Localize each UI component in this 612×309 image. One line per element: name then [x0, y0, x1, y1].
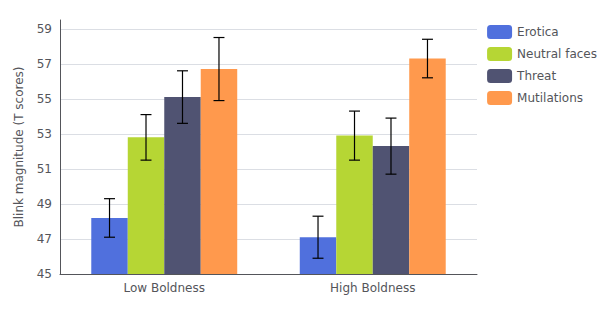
svg-text:Threat: Threat: [516, 69, 556, 83]
svg-text:49: 49: [37, 197, 52, 211]
svg-text:High Boldness: High Boldness: [330, 281, 415, 295]
svg-text:55: 55: [37, 92, 52, 106]
svg-text:Blink magnitude (T scores): Blink magnitude (T scores): [12, 67, 26, 228]
svg-text:Low Boldness: Low Boldness: [124, 281, 205, 295]
svg-text:45: 45: [37, 267, 52, 281]
svg-text:Neutral faces: Neutral faces: [517, 47, 597, 61]
svg-text:47: 47: [37, 232, 52, 246]
svg-text:53: 53: [37, 127, 52, 141]
svg-text:59: 59: [37, 22, 52, 36]
svg-text:Mutilations: Mutilations: [517, 91, 583, 105]
svg-text:Erotica: Erotica: [517, 25, 559, 39]
svg-text:57: 57: [37, 57, 52, 71]
svg-text:51: 51: [37, 162, 52, 176]
